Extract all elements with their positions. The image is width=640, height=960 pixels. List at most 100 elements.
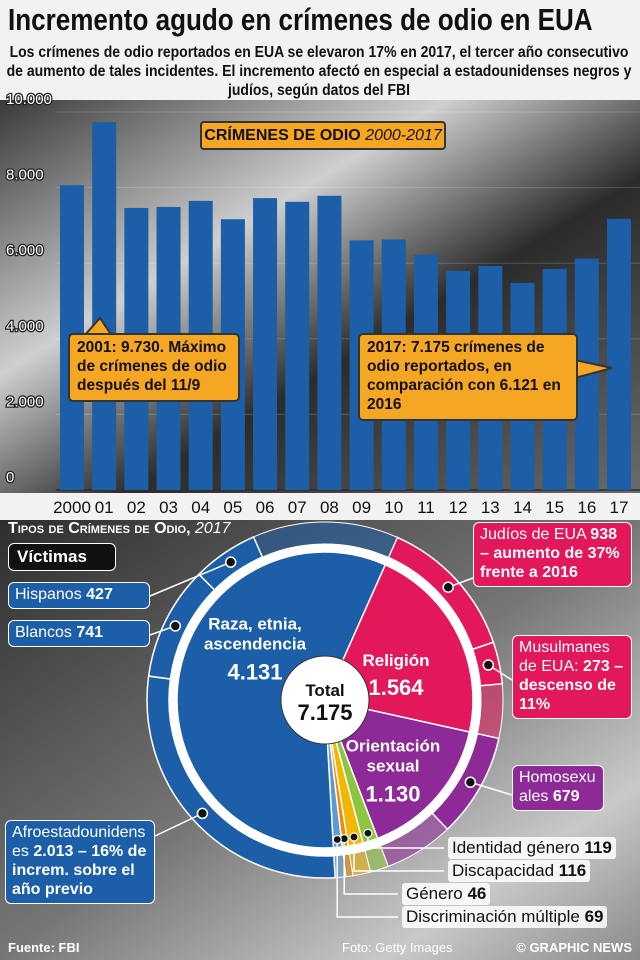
small-slice-label: Género 46 [402, 883, 491, 905]
victim-name: Judíos de EUA [480, 526, 586, 543]
slice-label: Orientación sexual 1.130 [328, 737, 458, 808]
small-slice-label: Discapacidad 116 [448, 860, 591, 882]
leader-line [367, 833, 444, 849]
center-label: Total [305, 681, 344, 700]
x-tick-label: 2000 [53, 498, 91, 517]
connector [470, 781, 513, 796]
x-tick-label: 13 [481, 498, 500, 517]
x-tick-label: 17 [610, 498, 629, 517]
connector-dot [442, 581, 454, 593]
victim-name: Musulmanes de EUA: [519, 639, 610, 675]
slice-category: Raza, etnia, ascendencia [203, 614, 307, 654]
chart-title: CRÍMENES DE ODIO [204, 127, 361, 144]
chart-period: 2017 [194, 520, 231, 537]
connector-dot [224, 556, 237, 568]
y-tick-label: 4.000 [6, 318, 44, 335]
subtitle: Los crímenes de odio reportados en EUA s… [6, 44, 632, 99]
leader-line [343, 838, 398, 895]
x-tick-label: 05 [223, 498, 242, 517]
bar [317, 195, 342, 490]
connector-dot [196, 807, 209, 820]
victim-name: Hispanos [15, 586, 82, 603]
y-tick-label: 8.000 [6, 167, 44, 184]
y-tick-label: 6.000 [6, 242, 44, 259]
y-tick-label: 10.000 [6, 91, 52, 108]
source: Fuente: FBI [8, 940, 80, 955]
y-tick-label: 2.000 [6, 393, 44, 410]
leader-line [353, 836, 444, 872]
slice-value: 1.564 [368, 675, 424, 701]
small-slice-label: Discriminación múltiple 69 [402, 906, 608, 928]
victim-value: 938 [590, 526, 617, 543]
victim-box: Musulmanes de EUA: 273 – descenso de 11% [512, 635, 632, 719]
x-tick-label: 16 [577, 498, 596, 517]
bar [253, 198, 278, 490]
x-tick-label: 06 [256, 498, 275, 517]
slice-value: 1.130 [365, 781, 421, 807]
credit: © GRAPHIC NEWS [516, 940, 632, 955]
slice-category: Discapacidad [452, 861, 555, 880]
x-tick-label: 14 [513, 498, 532, 517]
victim-box: Homosexuales 679 [512, 765, 604, 811]
center-value: 7.175 [297, 700, 352, 725]
victim-name: Homosexuales [519, 769, 596, 805]
connector-dot [169, 620, 182, 632]
x-tick-label: 12 [449, 498, 468, 517]
bar [92, 122, 117, 491]
victim-note: – aumento de 37% frente a 2016 [480, 544, 620, 581]
victim-box: Hispanos 427 [8, 582, 150, 609]
photo-credit: Foto: Getty Images [342, 940, 453, 955]
slice-category: Orientación sexual [345, 736, 441, 776]
leader-dot [363, 828, 373, 838]
x-tick-label: 02 [127, 498, 146, 517]
title: Incremento agudo en crímenes de odio en … [8, 2, 593, 37]
leader-dot [349, 832, 359, 842]
bar [607, 218, 631, 490]
victim-note: – 16% de increm. sobre el año previo [12, 842, 147, 898]
x-tick-label: 15 [545, 498, 564, 517]
leader-line [336, 839, 398, 918]
victim-name: Afroestadounidenses [12, 824, 146, 860]
slice-category: Discriminación múltiple [406, 907, 580, 926]
slice-value: 116 [558, 861, 587, 880]
slice-label: Religión 1.564 [331, 651, 461, 701]
connector-dot [482, 659, 495, 671]
victim-note: – descenso de 11% [519, 657, 624, 713]
donut-title: Tipos de Crímenes de Odio, 2017 [8, 520, 231, 538]
victim-box: Blancos 741 [8, 620, 150, 647]
slice-category: Género [406, 884, 463, 903]
victim-value: 741 [76, 624, 104, 641]
legend-title: Víctimas [8, 543, 116, 571]
x-tick-label: 04 [191, 498, 210, 517]
slice-label: Raza, etnia, ascendencia 4.131 [190, 615, 320, 686]
victim-box: Judíos de EUA 938 – aumento de 37% frent… [473, 522, 632, 587]
victim-value: 427 [86, 586, 113, 603]
x-tick-label: 08 [320, 498, 339, 517]
donut-slice [323, 698, 471, 840]
victim-value: 273 [583, 657, 610, 675]
x-tick-label: 10 [384, 498, 403, 517]
x-tick-label: 03 [159, 498, 178, 517]
x-tick-label: 01 [95, 498, 114, 517]
connector [154, 812, 203, 837]
connector [149, 561, 231, 597]
victim-box: Afroestadounidenses 2.013 – 16% de incre… [5, 820, 155, 904]
slice-category: Religión [362, 650, 430, 670]
x-tick-label: 09 [352, 498, 371, 517]
ring-separator [169, 544, 481, 856]
slice-category: Identidad género [452, 838, 580, 857]
slice-value: 46 [467, 884, 487, 903]
center-disc [280, 655, 370, 745]
bar-chart-title: CRÍMENES DE ODIO 2000-2017 [200, 121, 446, 150]
slice-value: 69 [584, 907, 604, 926]
victim-name: Blancos [15, 624, 72, 641]
annotation: 2017: 7.175 crímenes de odio reportados,… [358, 333, 578, 421]
x-tick-label: 07 [288, 498, 307, 517]
chart-title: Tipos de Crímenes de Odio, [8, 520, 191, 537]
slice-value: 119 [584, 838, 612, 857]
y-tick-label: 0 [6, 469, 14, 486]
victim-value: 2.013 [33, 842, 74, 860]
chart-period: 2000-2017 [365, 127, 442, 144]
